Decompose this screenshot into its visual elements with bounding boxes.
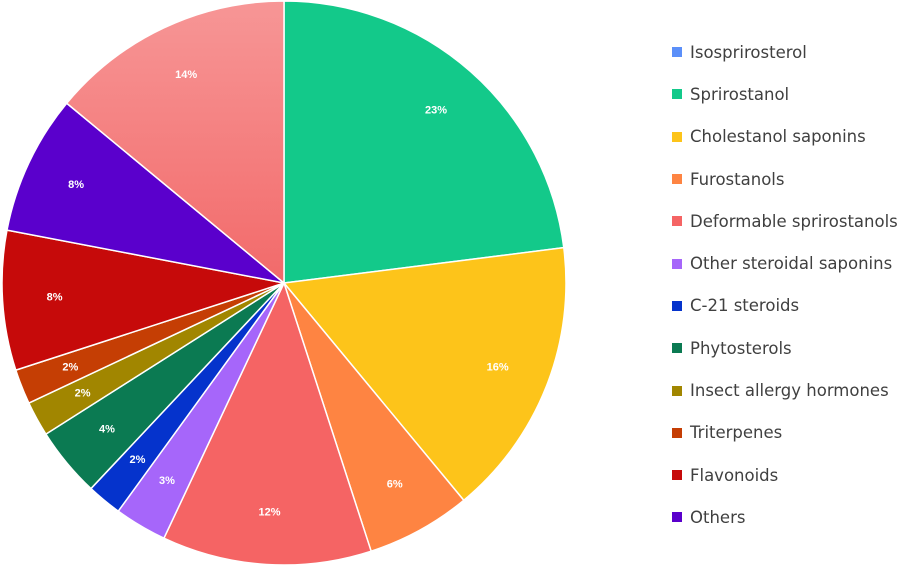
pie-slice-5 [163,282,372,566]
legend-swatch [672,216,682,227]
legend-swatch [672,174,682,185]
legend-swatch [672,300,682,311]
pie-slices [1,0,567,566]
legend-item: Phytosterols [672,327,920,369]
legend-swatch [672,470,682,481]
legend-label: Flavonoids [690,465,779,485]
legend-item: Triterpenes [672,412,920,454]
legend-label: Phytosterols [690,338,792,358]
slice-label-11: 8% [47,291,63,303]
legend-label: Other steroidal saponins [690,254,893,274]
legend-swatch [672,343,682,354]
pie-slice-11 [1,229,285,371]
legend-item: Others [672,496,920,538]
pie-slice-13 [65,0,285,284]
legend-label: Insect allergy hormones [690,381,889,401]
legend-label: Deformable sprirostanols [690,211,898,231]
slice-label-6: 3% [159,475,175,487]
pie-slice-3 [283,246,567,502]
legend-item: Other steroidal saponins [672,242,920,284]
legend-swatch [672,258,682,269]
legend-label: Triterpenes [690,423,783,443]
legend-label: Furostanols [690,169,785,189]
legend-swatch [672,47,682,58]
legend-item: Deformable sprirostanols [672,200,920,242]
legend-swatch [672,385,682,396]
slice-label-10: 2% [62,362,78,374]
legend-label: Cholestanol saponins [690,127,866,147]
legend-swatch [672,89,682,100]
slice-label-12: 8% [68,179,84,191]
slice-label-5: 12% [259,506,281,518]
legend-swatch [672,131,682,142]
legend-label: Others [690,507,746,527]
slice-label-2: 23% [425,105,447,117]
legend-item: Cholestanol saponins [672,116,920,158]
legend-item: Sprirostanol [672,73,920,115]
slice-label-9: 2% [75,388,91,400]
legend-item: Furostanols [672,158,920,200]
legend-label: C-21 steroids [690,296,800,316]
pie-slice-2 [283,0,565,284]
pie-slice-12 [6,102,285,284]
slice-label-7: 2% [130,454,146,466]
slice-label-4: 6% [387,478,403,490]
legend-label: Isosprirosterol [690,42,807,62]
legend-swatch [672,512,682,523]
legend-item: Insect allergy hormones [672,369,920,411]
slice-label-13: 14% [175,69,197,81]
pie-chart: 23% 16% 6% 12% 3% 2% 4% 2% 2% 8% 8% 14% [1,0,567,566]
legend-item: Isosprirosterol [672,31,920,73]
slice-label-3: 16% [487,362,509,374]
slice-label-8: 4% [99,423,115,435]
slice-labels: 23% 16% 6% 12% 3% 2% 4% 2% 2% 8% 8% 14% [47,69,509,518]
legend-item: Flavonoids [672,454,920,496]
legend-item: C-21 steroids [672,285,920,327]
legend: Isosprirosterol Sprirostanol Cholestanol s… [672,31,920,539]
legend-swatch [672,427,682,438]
legend-label: Sprirostanol [690,84,790,104]
